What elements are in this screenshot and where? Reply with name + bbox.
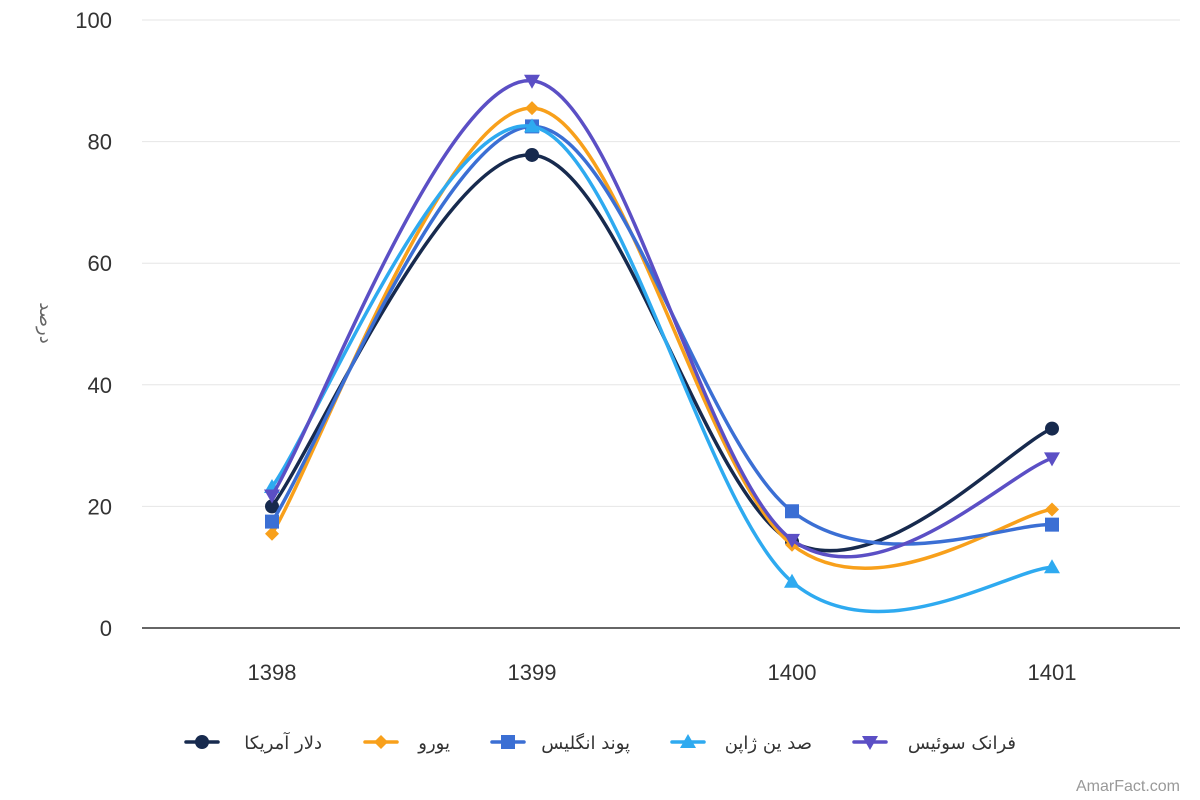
legend[interactable]: دلار آمریکا یورو پوند انگلیس صد ین ژاپن فران… — [184, 731, 1016, 754]
legend-marker[interactable] — [501, 735, 515, 749]
legend-marker[interactable] — [374, 735, 388, 749]
legend-item[interactable]: فرانک سوئیس — [852, 733, 1016, 754]
series-line[interactable] — [270, 79, 1054, 559]
y-tick-label: 0 — [100, 616, 112, 641]
series-line[interactable] — [270, 153, 1054, 553]
x-tick-label: 1401 — [1028, 660, 1077, 685]
legend-label: فرانک سوئیس — [908, 733, 1016, 754]
grid-lines — [142, 19, 1180, 507]
series-5 — [264, 74, 1060, 559]
y-tick-label: 20 — [88, 494, 112, 519]
x-tick-label: 1399 — [508, 660, 557, 685]
legend-marker[interactable] — [680, 734, 696, 748]
series-line[interactable] — [270, 106, 1054, 570]
legend-label: دلار آمریکا — [244, 731, 322, 754]
data-point[interactable] — [265, 526, 279, 541]
series-1 — [265, 147, 1059, 553]
y-tick-label: 60 — [88, 251, 112, 276]
y-axis-label: درصد — [35, 302, 56, 343]
data-point[interactable] — [524, 118, 540, 133]
legend-item[interactable]: صد ین ژاپن — [670, 733, 812, 754]
data-point[interactable] — [524, 74, 540, 89]
data-point[interactable] — [1044, 452, 1060, 467]
data-point[interactable] — [525, 147, 539, 162]
x-tick-label: 1398 — [248, 660, 297, 685]
legend-marker[interactable] — [862, 736, 878, 750]
data-point[interactable] — [264, 489, 280, 504]
data-point[interactable] — [1044, 559, 1060, 574]
series-group — [264, 74, 1060, 614]
legend-label: صد ین ژاپن — [725, 733, 812, 754]
y-tick-label: 100 — [75, 8, 112, 33]
legend-item[interactable]: پوند انگلیس — [490, 732, 630, 754]
series-line[interactable] — [270, 124, 1054, 546]
data-point[interactable] — [784, 533, 800, 548]
legend-label: یورو — [417, 733, 450, 754]
data-point[interactable] — [785, 504, 799, 519]
y-tick-label: 80 — [88, 130, 112, 155]
x-tick-label: 1400 — [768, 660, 817, 685]
data-point[interactable] — [525, 101, 539, 116]
series-line[interactable] — [270, 124, 1054, 614]
data-point[interactable] — [265, 499, 279, 514]
legend-marker[interactable] — [195, 735, 209, 749]
credit-text[interactable]: AmarFact.com — [1076, 778, 1180, 795]
series-4 — [264, 118, 1060, 614]
axes: 0 20 40 60 80 100 1398 1399 1400 1401 — [75, 8, 1180, 685]
series-3 — [265, 119, 1059, 546]
data-point[interactable] — [1045, 421, 1059, 436]
data-point[interactable] — [1045, 502, 1059, 517]
legend-item[interactable]: یورو — [363, 733, 450, 754]
legend-item[interactable]: دلار آمریکا — [184, 731, 322, 754]
y-tick-label: 40 — [88, 373, 112, 398]
data-point[interactable] — [1045, 517, 1059, 532]
data-point[interactable] — [784, 573, 800, 588]
legend-label: پوند انگلیس — [541, 732, 630, 754]
data-point[interactable] — [265, 514, 279, 529]
